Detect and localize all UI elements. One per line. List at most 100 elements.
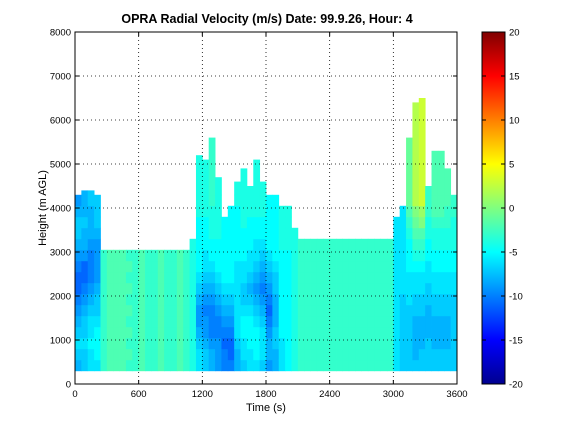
heatmap-cell — [374, 282, 381, 295]
heatmap-cell — [342, 238, 350, 251]
y-tick-label: 0 — [66, 380, 71, 391]
heatmap-cell — [170, 282, 178, 295]
heatmap-cell — [195, 315, 203, 328]
heatmap-cell — [386, 326, 394, 339]
heatmap-cell — [246, 238, 254, 251]
heatmap-cell — [278, 227, 286, 240]
heatmap-cell — [393, 315, 401, 328]
heatmap-cell — [215, 337, 222, 350]
heatmap-cell — [425, 337, 432, 350]
heatmap-cell — [170, 249, 178, 262]
heatmap-cell — [176, 337, 184, 350]
heatmap-cell — [425, 194, 432, 207]
heatmap-cell — [75, 216, 82, 229]
heatmap-cell — [234, 238, 241, 251]
heatmap-cell — [336, 293, 343, 306]
heatmap-cell — [266, 348, 273, 361]
heatmap-cell — [75, 304, 82, 317]
heatmap-cell — [425, 359, 432, 372]
heatmap-cell — [253, 159, 261, 196]
heatmap-cell — [329, 315, 337, 328]
heatmap-cell — [393, 227, 401, 240]
heatmap-cell — [355, 260, 362, 273]
heatmap-cell — [94, 216, 101, 229]
heatmap-cell — [406, 194, 413, 207]
heatmap-cell — [323, 238, 331, 251]
heatmap-cell — [195, 238, 203, 251]
heatmap-cell — [450, 315, 457, 328]
heatmap-cell — [272, 227, 280, 240]
heatmap-cell — [94, 304, 101, 317]
x-tick-label: 1200 — [192, 389, 213, 400]
heatmap-cell — [75, 260, 82, 273]
y-axis-label: Height (m AGL) — [37, 170, 49, 246]
heatmap-cell — [183, 304, 190, 317]
heatmap-cell — [215, 216, 222, 229]
heatmap-cell — [202, 304, 210, 317]
heatmap-cell — [208, 260, 216, 273]
heatmap-cell — [450, 304, 457, 317]
heatmap-cell — [425, 249, 432, 262]
heatmap-cell — [106, 348, 114, 361]
heatmap-cell — [361, 282, 369, 295]
heatmap-cell — [132, 293, 140, 306]
heatmap-cell — [164, 348, 171, 361]
heatmap-cell — [329, 293, 337, 306]
heatmap-cell — [240, 216, 248, 229]
heatmap-cell — [189, 282, 197, 295]
heatmap-cell — [234, 348, 241, 361]
heatmap-cell — [113, 293, 120, 306]
heatmap-cell — [399, 359, 407, 372]
heatmap-cell — [304, 293, 311, 306]
heatmap-cell — [399, 326, 407, 339]
heatmap-cell — [431, 304, 439, 317]
heatmap-cell — [240, 337, 248, 350]
heatmap-cell — [87, 194, 95, 207]
heatmap-cell — [431, 227, 439, 240]
heatmap-cell — [240, 271, 248, 284]
heatmap-cell — [125, 293, 133, 306]
heatmap-cell — [202, 238, 210, 251]
heatmap-cell — [176, 249, 184, 262]
heatmap-cell — [246, 282, 254, 295]
heatmap-cell — [221, 304, 229, 317]
heatmap-cell — [399, 337, 407, 350]
heatmap-cell — [444, 337, 452, 350]
heatmap-cell — [125, 337, 133, 350]
heatmap-cell — [195, 282, 203, 295]
heatmap-cell — [329, 238, 337, 251]
heatmap-cell — [253, 315, 261, 328]
heatmap-cell — [87, 271, 95, 284]
heatmap-cell — [367, 271, 375, 284]
heatmap-cell — [399, 260, 407, 273]
heatmap-cell — [215, 326, 222, 339]
heatmap-cell — [297, 348, 305, 361]
heatmap-cell — [195, 359, 203, 372]
heatmap-cell — [297, 304, 305, 317]
heatmap-cell — [221, 216, 229, 229]
heatmap-cell — [425, 326, 432, 339]
heatmap-cell — [323, 348, 331, 361]
heatmap-cell — [278, 249, 286, 262]
heatmap-cell — [208, 194, 216, 207]
heatmap-cell — [202, 293, 210, 306]
colorbar-tick-label: 15 — [509, 72, 520, 83]
heatmap-cell — [310, 326, 318, 339]
heatmap-cell — [361, 348, 369, 361]
heatmap-cell — [138, 293, 146, 306]
heatmap-cell — [100, 293, 108, 306]
heatmap-cell — [399, 238, 407, 251]
heatmap-cell — [285, 315, 292, 328]
heatmap-cell — [106, 337, 114, 350]
heatmap-cell — [183, 337, 190, 350]
heatmap-cell — [94, 194, 101, 207]
heatmap-cell — [323, 326, 331, 339]
heatmap-cell — [246, 304, 254, 317]
heatmap-cell — [215, 249, 222, 262]
heatmap-cell — [94, 249, 101, 262]
heatmap-cell — [138, 282, 146, 295]
heatmap-cell — [240, 304, 248, 317]
heatmap-cell — [164, 249, 171, 262]
heatmap-cell — [240, 293, 248, 306]
heatmap-cell — [183, 348, 190, 361]
